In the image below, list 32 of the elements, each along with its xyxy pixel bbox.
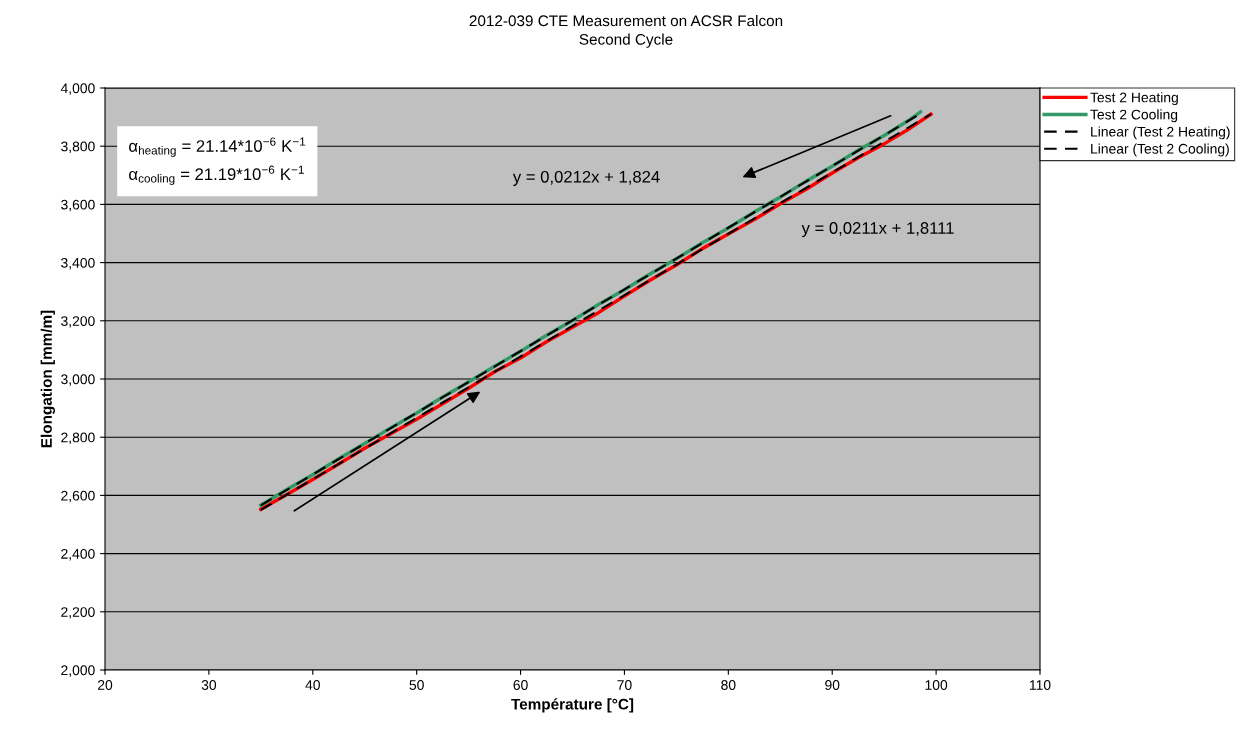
- x-tick-label: 70: [617, 680, 632, 690]
- x-tick-label: 80: [721, 680, 736, 690]
- y-tick-label: 2,400: [61, 548, 95, 561]
- legend-label: Test 2 Cooling: [1090, 109, 1178, 123]
- annotation: y = 0,0211x + 1,8111: [801, 222, 954, 238]
- y-tick-label: 3,400: [61, 257, 95, 270]
- y-axis-title: Elongation [mm/m]: [40, 310, 55, 448]
- x-tick-label: 50: [409, 680, 424, 690]
- y-tick-label: 3,600: [61, 199, 95, 212]
- legend-label: Test 2 Heating: [1090, 92, 1178, 106]
- x-tick-label: 20: [97, 680, 113, 690]
- x-tick-label: 110: [1029, 680, 1051, 690]
- x-tick-label: 100: [925, 680, 948, 690]
- legend-label: Linear (Test 2 Cooling): [1091, 143, 1229, 157]
- y-tick-label: 3,000: [61, 374, 95, 386]
- x-tick-label: 60: [513, 680, 528, 690]
- y-tick-label: 4,000: [60, 83, 95, 95]
- annotation: y = 0,0212x + 1,824: [512, 170, 660, 186]
- x-tick-label: 40: [305, 680, 320, 690]
- chart-title: 2012-039 CTE Measurement on ACSR Falcon: [469, 14, 783, 27]
- y-tick-label: 3,800: [61, 141, 95, 154]
- y-tick-label: 3,200: [61, 316, 95, 328]
- text: α$_{heating}$ = 21.14*10$^{−6}$ K$^{−1}$ α$_{cooling}$ = 21.19*10$^{−6}$ K$^{−1}$: [129, 137, 306, 185]
- chart-subtitle: Second Cycle: [579, 33, 673, 48]
- y-tick-label: 2,800: [61, 432, 95, 445]
- y-tick-label: 2,600: [61, 490, 95, 503]
- x-axis-title: Température [°C]: [511, 698, 634, 713]
- x-tick-label: 90: [825, 680, 840, 690]
- legend-label: Linear (Test 2 Heating): [1091, 126, 1230, 140]
- y-tick-label: 2,200: [61, 607, 95, 619]
- x-tick-label: 30: [201, 680, 217, 690]
- y-tick-label: 2,000: [61, 665, 95, 677]
